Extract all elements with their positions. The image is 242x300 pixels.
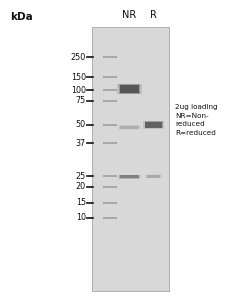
Text: 37: 37 [76,139,86,148]
Bar [120,175,139,178]
Bar [118,175,141,179]
Bar [104,175,117,177]
Bar [117,84,142,94]
Bar [104,217,117,219]
Bar [145,174,162,178]
Bar [118,125,141,130]
Bar [147,175,160,178]
Bar [104,100,117,102]
Bar [143,121,164,129]
Bar [104,202,117,204]
Text: 100: 100 [71,86,86,95]
Bar [145,122,162,128]
Bar [119,84,140,94]
Bar [104,186,117,188]
Bar [104,76,117,78]
Bar [104,142,117,144]
Text: 2ug loading
NR=Non-
reduced
R=reduced: 2ug loading NR=Non- reduced R=reduced [175,104,218,136]
Text: 10: 10 [76,213,86,222]
Text: 250: 250 [71,53,86,62]
Bar [146,175,161,178]
Bar [120,125,139,129]
Bar [121,175,138,178]
Text: 25: 25 [76,172,86,181]
Text: 15: 15 [76,198,86,207]
Text: 50: 50 [76,120,86,129]
Bar [120,85,139,93]
Text: 75: 75 [76,96,86,105]
Text: 150: 150 [71,73,86,82]
Text: 20: 20 [76,182,86,191]
Text: NR: NR [122,10,136,20]
Bar [104,124,117,126]
Bar [104,89,117,92]
Text: kDa: kDa [10,11,32,22]
Bar [104,56,117,58]
Bar [145,122,163,128]
Bar [92,27,169,291]
Text: R: R [150,10,157,20]
Bar [121,125,138,129]
